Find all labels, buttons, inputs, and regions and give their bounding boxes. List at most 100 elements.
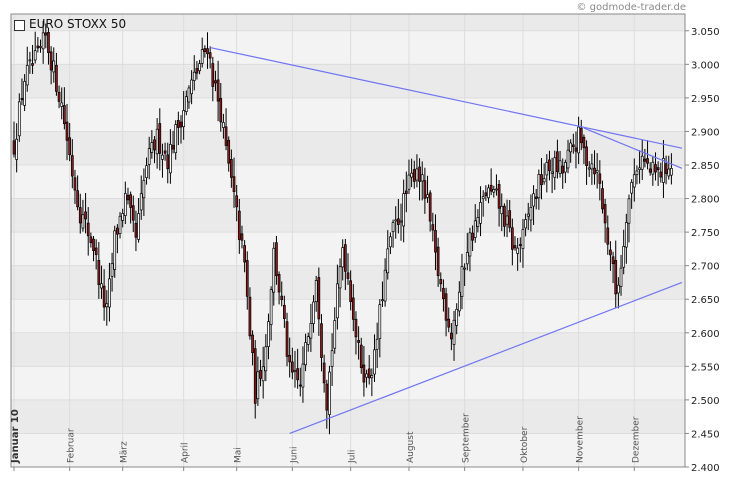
candle-body [479,202,482,224]
candle-body [529,207,533,221]
candle-body [47,32,50,54]
candle-body [365,373,368,378]
candle-body [259,369,262,379]
month-label: Oktober [520,426,530,463]
chart-title: EURO STOXX 50 [29,17,127,31]
candle-body [322,362,326,384]
candle [656,161,660,186]
candle-body [526,213,530,217]
candle-body [391,222,395,232]
candle-body [129,194,132,208]
candle [55,52,58,96]
candle [386,230,390,280]
candle-body [142,180,146,199]
candle [150,130,154,159]
candle-body [590,163,594,170]
candle [240,225,244,249]
candle-body [378,304,382,339]
month-label: Dezember [631,416,641,463]
candle [518,237,522,263]
candle-body [341,247,345,268]
candle-body [415,168,419,181]
candle-body [476,217,480,227]
candle-body [33,50,37,61]
candle-body [169,144,172,174]
candle [100,265,103,299]
candle [354,311,358,355]
candle-body [76,190,79,208]
candle-body [123,193,127,216]
trendline [289,281,683,435]
candle [455,303,459,335]
candle-body [206,48,209,55]
candle [659,162,663,183]
candle-body [52,60,56,73]
candle-body [314,280,318,303]
candle-body [542,178,546,183]
candle [52,47,56,83]
candle [670,153,673,185]
candle [253,340,257,419]
candle-body [436,246,440,277]
month-label: September [462,413,472,463]
candle [166,142,170,184]
candle-body [110,263,114,277]
candle-body [577,126,580,154]
candle [275,235,278,285]
candle [632,158,636,202]
candle-body [606,227,610,245]
candle [320,314,323,372]
candle [232,157,236,208]
candle [349,270,353,311]
candle [529,194,533,232]
candle-body [656,167,660,171]
candle-body [463,267,466,270]
candle [476,209,480,233]
plot-band [11,14,685,31]
candle-body [126,195,130,201]
candle-body [131,205,135,221]
candle-body [269,289,273,325]
candle-body [179,121,183,128]
candle-body [569,142,573,153]
candle [439,272,443,292]
candle [468,227,472,272]
candle-body [402,193,406,227]
candle [224,108,228,151]
candle [577,116,580,165]
candle [404,171,408,213]
candle-body [237,210,241,240]
candle-body [609,249,612,256]
candle [521,218,525,268]
candle [614,240,618,308]
y-tick-label: 2.450 [691,429,720,440]
candle-body [484,192,488,197]
candle [662,140,665,198]
plot-band [11,299,685,333]
month-label: Januar 10 [10,409,21,464]
candle-body [224,126,228,146]
candle [184,90,188,116]
candle [582,134,586,165]
candle-body [598,173,602,184]
candle-body [283,304,286,319]
candle-body [635,170,639,175]
candle [322,354,326,393]
candle [251,330,254,366]
candle [76,175,79,211]
candle [81,199,85,232]
candle [489,168,493,196]
candle [296,348,299,389]
candle [397,198,400,234]
candle [325,379,329,429]
candle [341,239,345,281]
candle-body [582,136,586,149]
candle [598,160,602,201]
candle-body [108,278,111,308]
candle-body [651,161,655,175]
candle [245,251,249,310]
y-tick-label: 2.950 [691,94,720,105]
candle-body [585,146,588,166]
candle [36,37,40,53]
